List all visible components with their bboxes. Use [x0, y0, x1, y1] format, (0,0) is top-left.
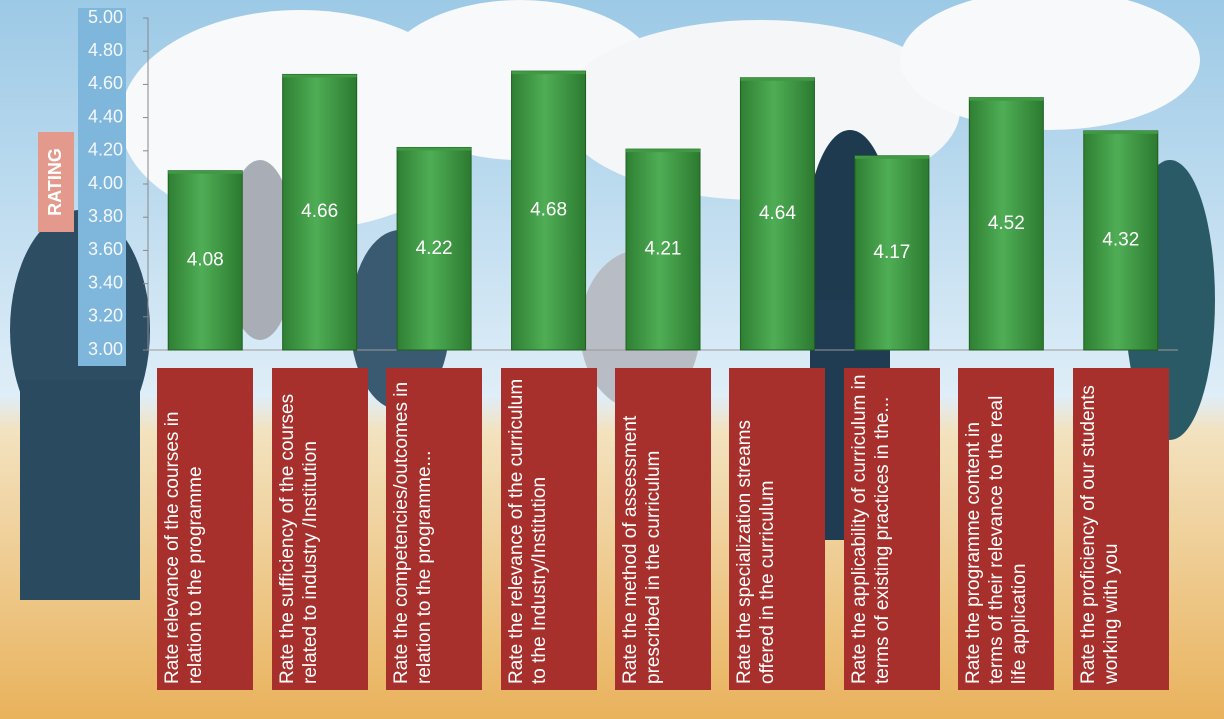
x-tick-label: Rate the competencies/outcomes in relati…	[386, 368, 483, 690]
y-axis-label: RATING	[45, 148, 65, 216]
value-label: 4.22	[416, 238, 453, 259]
bar-edge	[854, 155, 929, 159]
x-tick-label: Rate the programme content in terms of t…	[958, 368, 1055, 690]
value-label: 4.32	[1102, 229, 1139, 250]
bar	[167, 170, 243, 351]
bar-edge	[740, 77, 815, 81]
x-tick-label: Rate the specialization streams offered …	[729, 368, 826, 690]
x-tick-label: Rate the relevance of the curriculum to …	[500, 368, 597, 690]
value-label: 4.64	[759, 203, 796, 224]
y-tick-label: 3.20	[88, 306, 123, 326]
x-tick-label: Rate the sufficiency of the courses rela…	[271, 368, 368, 690]
bar-edge	[1083, 130, 1158, 134]
x-tick-label: Rate the applicability of curriculum in …	[843, 368, 940, 690]
value-label: 4.52	[988, 213, 1025, 234]
bar	[854, 155, 930, 351]
y-tick-label: 3.60	[88, 239, 123, 259]
bar-edge	[969, 97, 1044, 101]
y-tick-label: 4.40	[88, 106, 123, 126]
bar	[968, 97, 1044, 351]
bar	[282, 73, 358, 351]
value-label: 4.17	[873, 242, 910, 263]
value-label: 4.08	[187, 249, 224, 270]
bar	[625, 148, 701, 351]
y-label-box	[38, 132, 74, 232]
bar-edge	[626, 149, 700, 153]
bar-edge	[511, 71, 586, 75]
bar-edge	[282, 74, 357, 78]
bar-edge	[397, 147, 472, 151]
y-axis-band	[78, 8, 126, 366]
y-tick-label: 3.80	[88, 206, 123, 226]
bar	[739, 77, 815, 351]
y-tick-label: 4.80	[88, 40, 123, 60]
bar	[396, 146, 472, 351]
y-tick-label: 4.20	[88, 140, 123, 160]
x-tick-label: Rate the proficiency of our students wor…	[1072, 368, 1169, 690]
x-tick-label: Rate relevance of the courses in relatio…	[157, 368, 254, 690]
bar-edge	[168, 170, 243, 174]
value-label: 4.21	[645, 239, 682, 260]
y-tick-label: 3.40	[88, 272, 123, 292]
y-tick-label: 5.00	[88, 7, 123, 27]
y-tick-label: 3.00	[88, 339, 123, 359]
value-label: 4.68	[530, 200, 567, 221]
value-label: 4.66	[301, 201, 338, 222]
x-tick-label: Rate the method of assessment prescribed…	[615, 368, 711, 690]
y-tick-label: 4.60	[88, 73, 123, 93]
y-tick-label: 4.00	[88, 173, 123, 193]
